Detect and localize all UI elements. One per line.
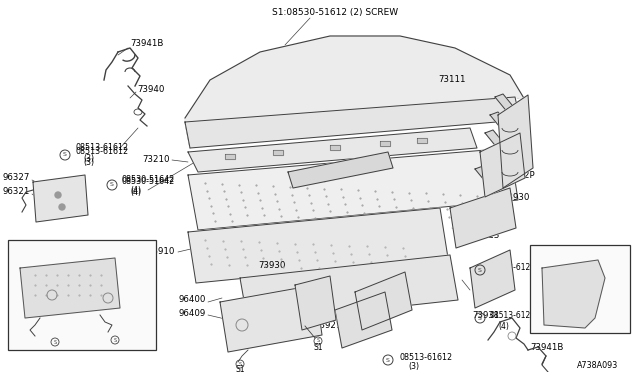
Text: 96401: 96401 — [14, 253, 42, 263]
Text: 08513-61223: 08513-61223 — [490, 311, 541, 321]
Polygon shape — [33, 175, 88, 222]
Polygon shape — [273, 150, 284, 155]
Polygon shape — [188, 208, 448, 283]
Polygon shape — [450, 188, 516, 248]
Text: 73230: 73230 — [502, 145, 529, 154]
Text: (3): (3) — [83, 157, 94, 167]
Polygon shape — [498, 95, 533, 188]
Text: S: S — [53, 340, 56, 344]
Text: 96321: 96321 — [3, 187, 30, 196]
Text: 73931: 73931 — [472, 311, 500, 321]
Polygon shape — [355, 272, 412, 330]
Polygon shape — [330, 145, 340, 150]
Text: 73930: 73930 — [258, 260, 285, 269]
Text: 08513-61612: 08513-61612 — [75, 148, 128, 157]
Text: 73222P: 73222P — [502, 171, 534, 180]
Text: 73220: 73220 — [298, 171, 326, 180]
Polygon shape — [380, 141, 390, 146]
Polygon shape — [188, 128, 477, 172]
Text: 73921: 73921 — [315, 321, 342, 330]
Polygon shape — [288, 152, 393, 188]
Text: 73940: 73940 — [137, 86, 164, 94]
Polygon shape — [495, 94, 521, 119]
Text: S: S — [478, 267, 482, 273]
Text: S1: S1 — [110, 343, 120, 353]
Text: S1: S1 — [236, 366, 244, 372]
Polygon shape — [240, 255, 458, 323]
Text: (3): (3) — [408, 362, 419, 372]
Text: 08530-51642: 08530-51642 — [122, 177, 175, 186]
Text: S: S — [113, 337, 116, 343]
Text: 08530-51642: 08530-51642 — [122, 176, 175, 185]
Text: 96327: 96327 — [3, 173, 30, 183]
Text: 73941B: 73941B — [130, 38, 163, 48]
Text: S1:08530-51612 (2) SCREW: S1:08530-51612 (2) SCREW — [272, 7, 398, 16]
Polygon shape — [295, 276, 336, 330]
Text: S: S — [386, 357, 390, 362]
Text: A738A093: A738A093 — [577, 360, 618, 369]
Text: 73922: 73922 — [335, 301, 362, 311]
Polygon shape — [225, 154, 236, 159]
Polygon shape — [542, 260, 605, 328]
Polygon shape — [480, 149, 506, 174]
Text: 73910: 73910 — [148, 247, 175, 257]
Text: (3): (3) — [83, 154, 94, 163]
Text: 73915 (LH): 73915 (LH) — [545, 292, 589, 301]
Text: S: S — [63, 153, 67, 157]
FancyBboxPatch shape — [530, 245, 630, 333]
Text: 96409: 96409 — [14, 266, 41, 275]
Text: S: S — [239, 362, 241, 366]
Circle shape — [59, 204, 65, 210]
Polygon shape — [220, 285, 322, 352]
Polygon shape — [485, 130, 511, 155]
Text: 73930: 73930 — [248, 288, 275, 296]
FancyBboxPatch shape — [8, 240, 156, 350]
Text: USA: USA — [110, 242, 130, 252]
Text: 73921: 73921 — [474, 283, 501, 292]
Text: (2): (2) — [498, 273, 509, 282]
Text: S: S — [110, 183, 114, 187]
Polygon shape — [417, 138, 427, 142]
Text: 96400: 96400 — [179, 295, 206, 305]
Text: (4): (4) — [130, 187, 141, 196]
Text: S1: S1 — [313, 343, 323, 352]
Polygon shape — [185, 36, 525, 122]
Polygon shape — [475, 166, 501, 191]
Text: 73930: 73930 — [502, 193, 529, 202]
Text: 73941B: 73941B — [530, 343, 563, 353]
Text: 73914 (RH): 73914 (RH) — [542, 280, 588, 289]
Text: 73111: 73111 — [438, 76, 465, 84]
Polygon shape — [490, 112, 516, 137]
Polygon shape — [480, 133, 525, 197]
Text: 08513-61612: 08513-61612 — [400, 353, 453, 362]
Polygon shape — [470, 250, 515, 308]
Polygon shape — [188, 148, 518, 230]
Text: 73210: 73210 — [143, 155, 170, 164]
Text: S: S — [478, 315, 482, 321]
Text: (4): (4) — [130, 186, 141, 195]
Text: 4-DOOR: 4-DOOR — [542, 247, 578, 257]
Text: 08513-61612: 08513-61612 — [75, 144, 128, 153]
Polygon shape — [20, 258, 120, 318]
Text: 73923: 73923 — [472, 231, 499, 241]
Text: S: S — [316, 339, 319, 343]
Polygon shape — [335, 292, 392, 348]
Polygon shape — [185, 97, 520, 148]
Text: 08513-61223: 08513-61223 — [490, 263, 541, 273]
Text: 96409: 96409 — [179, 308, 206, 317]
Text: (4): (4) — [498, 321, 509, 330]
Text: S1: S1 — [51, 343, 60, 353]
Circle shape — [55, 192, 61, 198]
